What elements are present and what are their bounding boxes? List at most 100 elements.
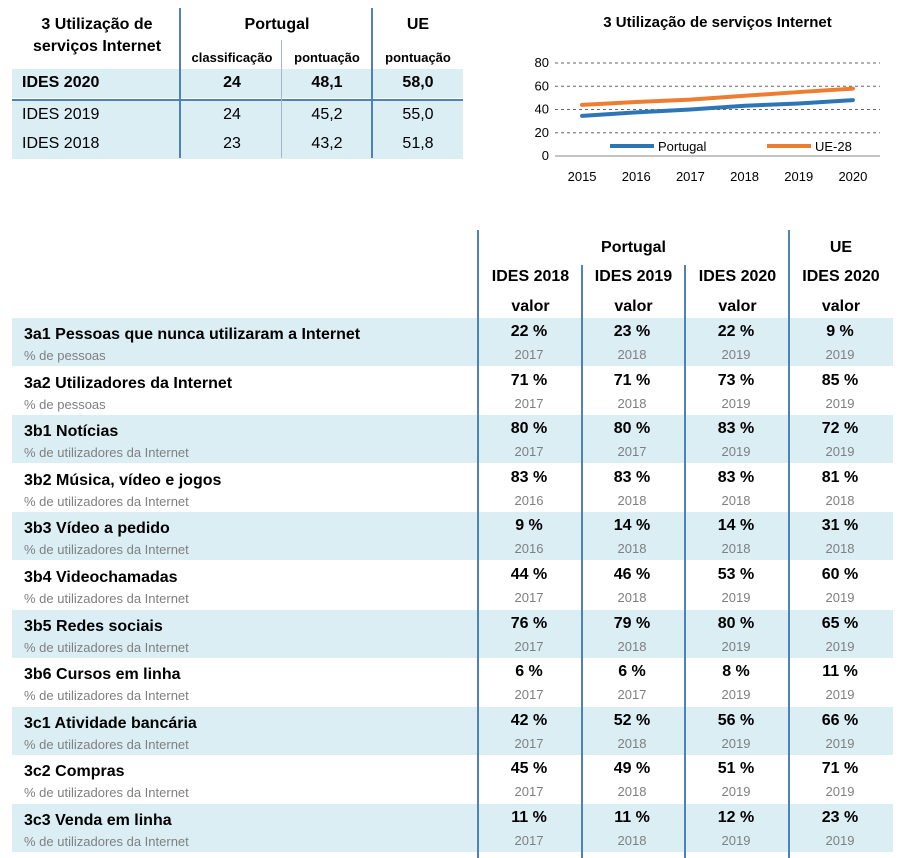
indicator-value: 60 %	[821, 566, 859, 583]
indicator-name: 3c2 Compras	[24, 763, 125, 781]
summary-row-eu: 58,0	[402, 74, 434, 91]
indicator-unit: % de utilizadores da Internet	[24, 493, 189, 509]
summary-row: IDES 2020 24 48,1 58,0	[12, 69, 463, 98]
indicator-value: 73 %	[717, 371, 755, 389]
group-header-portugal: Portugal	[601, 239, 666, 256]
y-tick-label: 20	[535, 125, 549, 140]
indicator-value: 83 %	[613, 468, 651, 486]
indicator-year: 2017	[514, 833, 544, 848]
indicator-name: 3a2 Utilizadores da Internet	[24, 374, 233, 392]
indicator-year: 2018	[617, 541, 647, 557]
indicator-value: 12 %	[717, 809, 755, 826]
indicator-unit: % de utilizadores da Internet	[24, 591, 189, 606]
x-tick-label: 2019	[784, 169, 813, 184]
indicator-row: 3b1 Notícias % de utilizadores da Interne…	[12, 415, 893, 464]
x-tick-label: 2015	[568, 169, 597, 184]
chart-title: 3 Utilização de serviços Internet	[603, 14, 832, 31]
indicator-value: 83 %	[717, 420, 755, 438]
indicator-value: 65 %	[821, 614, 859, 632]
summary-row-label: IDES 2019	[22, 106, 100, 123]
indicator-unit: % de pessoas	[24, 348, 106, 363]
indicator-year: 2019	[721, 590, 751, 605]
indicator-value: 49 %	[613, 760, 651, 778]
indicator-value: 80 %	[613, 420, 651, 438]
indicator-value: 46 %	[613, 566, 651, 583]
indicator-unit: % de pessoas	[24, 396, 106, 412]
col-subheader-valor: valor	[821, 298, 861, 315]
col-subheader-valor: valor	[614, 298, 653, 315]
summary-sub-score-eu: pontuação	[385, 50, 451, 65]
indicator-year: 2017	[617, 687, 647, 703]
indicator-year: 2017	[617, 444, 647, 460]
col-subheader-valor: valor	[511, 298, 550, 315]
indicator-value: 11 %	[511, 809, 547, 826]
indicator-year: 2019	[721, 687, 751, 703]
indicator-name: 3c1 Atividade bancária	[24, 714, 197, 732]
summary-title: 3 Utilização de serviços Internet	[32, 16, 162, 55]
indicator-year: 2018	[617, 492, 647, 508]
indicator-year: 2018	[617, 395, 647, 411]
indicator-value: 22 %	[510, 323, 548, 340]
indicator-row: 3b4 Videochamadas % de utilizadores da In…	[12, 561, 893, 609]
indicator-year: 2018	[617, 590, 647, 605]
indicator-year: 2017	[514, 590, 544, 605]
indicator-row: 3b3 Vídeo a pedido % de utilizadores da I…	[12, 512, 893, 561]
indicator-value: 72 %	[821, 420, 859, 438]
summary-row-label: IDES 2020	[22, 74, 100, 91]
col-header-eu-ides-2020: IDES 2020	[802, 268, 880, 285]
indicator-unit: % de utilizadores da Internet	[24, 542, 189, 558]
group-header-eu: UE	[829, 239, 853, 256]
y-tick-label: 0	[542, 148, 549, 163]
indicator-year: 2016	[514, 541, 544, 557]
indicator-name: 3b4 Videochamadas	[24, 569, 178, 586]
indicator-value: 44 %	[510, 566, 548, 583]
indicator-name: 3b3 Vídeo a pedido	[24, 520, 170, 538]
indicator-row: 3c1 Atividade bancária % de utilizadores …	[12, 706, 893, 755]
indicator-unit: % de utilizadores da Internet	[24, 736, 189, 752]
col-header-ides-2018: IDES 2018	[491, 268, 570, 285]
indicator-table: Portugal UE IDES 2018 IDES 2019 IDES 202…	[0, 225, 902, 858]
indicator-value: 71 %	[821, 760, 859, 778]
indicator-year: 2019	[825, 784, 855, 800]
indicator-value: 52 %	[613, 711, 651, 729]
legend-label: UE-28	[815, 139, 852, 154]
indicator-year: 2019	[721, 784, 751, 800]
indicator-name: 3b6 Cursos em linha	[24, 666, 181, 684]
indicator-year: 2016	[514, 492, 544, 508]
indicator-year: 2019	[825, 395, 855, 411]
indicator-value: 42 %	[510, 711, 548, 729]
indicator-value: 79 %	[613, 614, 651, 632]
indicator-value: 76 %	[510, 614, 548, 632]
indicator-unit: % de utilizadores da Internet	[24, 688, 189, 704]
indicator-value: 14 %	[613, 517, 651, 535]
summary-row-rank: 24	[223, 106, 241, 123]
summary-row-rank: 23	[223, 135, 241, 152]
indicator-value: 11 %	[614, 809, 650, 826]
indicator-name: 3c3 Venda em linha	[24, 812, 172, 829]
legend-label: Portugal	[658, 139, 707, 154]
summary-col-divider	[281, 40, 282, 158]
indicator-year: 2018	[825, 492, 855, 508]
indicator-year: 2018	[617, 638, 647, 654]
indicator-year: 2019	[825, 590, 855, 605]
table-col-divider	[684, 265, 686, 858]
indicator-value: 11 %	[822, 663, 858, 681]
indicator-value: 23 %	[613, 323, 651, 340]
indicator-year: 2017	[514, 347, 544, 362]
series-line-portugal	[580, 98, 855, 118]
col-subheader-valor: valor	[718, 298, 757, 315]
summary-row-pt: 45,2	[311, 106, 343, 123]
indicator-name: 3b2 Música, vídeo e jogos	[24, 471, 222, 489]
line-chart: 0 20 40 60 80 2015 2016 2017 2018 2019 2020 Portuga…	[535, 55, 880, 184]
summary-col-eu: UE	[406, 16, 430, 33]
indicator-row: 3c3 Venda em linha % de utilizadores da I…	[12, 804, 893, 852]
indicator-year: 2019	[721, 444, 751, 460]
table-col-divider	[477, 230, 479, 858]
indicator-value: 22 %	[717, 323, 755, 340]
summary-row-eu: 51,8	[402, 135, 434, 152]
indicator-year: 2019	[825, 833, 855, 848]
indicator-unit: % de utilizadores da Internet	[24, 639, 189, 655]
indicator-name: 3a1 Pessoas que nunca utilizaram a Inter…	[24, 326, 361, 343]
indicator-year: 2019	[825, 444, 855, 460]
summary-col-divider	[371, 8, 373, 158]
